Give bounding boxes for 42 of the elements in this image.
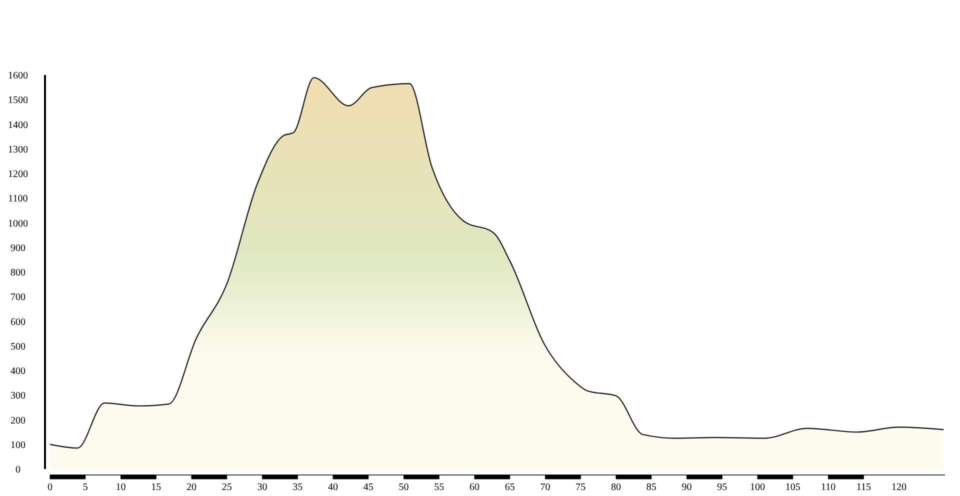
y-tick-label: 1400 — [8, 120, 28, 131]
x-tick-label: 65 — [504, 482, 515, 493]
y-tick-label: 300 — [10, 390, 26, 402]
y-tick-label: 500 — [10, 341, 26, 352]
x-tick-label: 5 — [82, 482, 88, 493]
x-tick-label: 70 — [540, 482, 550, 493]
y-tick-label: 0 — [16, 464, 20, 476]
x-tick-label: 20 — [186, 482, 196, 493]
y-tick-label: 1300 — [8, 144, 28, 156]
x-tick-label: 85 — [646, 482, 656, 493]
y-tick-label: 200 — [10, 415, 26, 426]
x-tick-label: 100 — [750, 482, 766, 493]
y-tick-label: 1100 — [8, 194, 28, 205]
x-tick-label: 90 — [682, 482, 692, 493]
y-tick-label: 800 — [10, 268, 26, 278]
x-tick-label: 15 — [151, 482, 162, 493]
x-tick-label: 0 — [48, 482, 52, 493]
y-tick-label: 1000 — [8, 218, 28, 230]
y-tick-label: 700 — [10, 292, 26, 304]
y-tick-label: 900 — [10, 242, 26, 254]
x-tick-label: 60 — [470, 482, 480, 493]
x-tick-label: 95 — [717, 482, 728, 493]
y-tick-label: 400 — [10, 366, 26, 377]
x-tick-label: 120 — [892, 482, 907, 493]
x-tick-label: 35 — [292, 482, 303, 493]
x-tick-label: 30 — [257, 482, 268, 493]
y-tick-label: 100 — [10, 440, 26, 451]
y-tick-label: 1500 — [8, 95, 28, 106]
x-tick-label: 75 — [576, 482, 586, 493]
y-tick-label: 1600 — [8, 70, 28, 82]
x-tick-label: 10 — [116, 482, 126, 493]
x-tick-label: 110 — [820, 482, 836, 493]
y-tick-label: 600 — [10, 316, 26, 328]
x-tick-label: 80 — [611, 482, 622, 493]
x-tick-label: 40 — [328, 482, 338, 493]
x-tick-label: 55 — [434, 482, 444, 493]
x-tick-label: 45 — [363, 482, 374, 493]
x-tick-label: 25 — [222, 482, 232, 493]
x-tick-label: 50 — [398, 482, 409, 493]
x-tick-label: 115 — [856, 482, 871, 493]
y-tick-label: 1200 — [8, 169, 28, 180]
x-tick-label: 105 — [785, 482, 800, 493]
